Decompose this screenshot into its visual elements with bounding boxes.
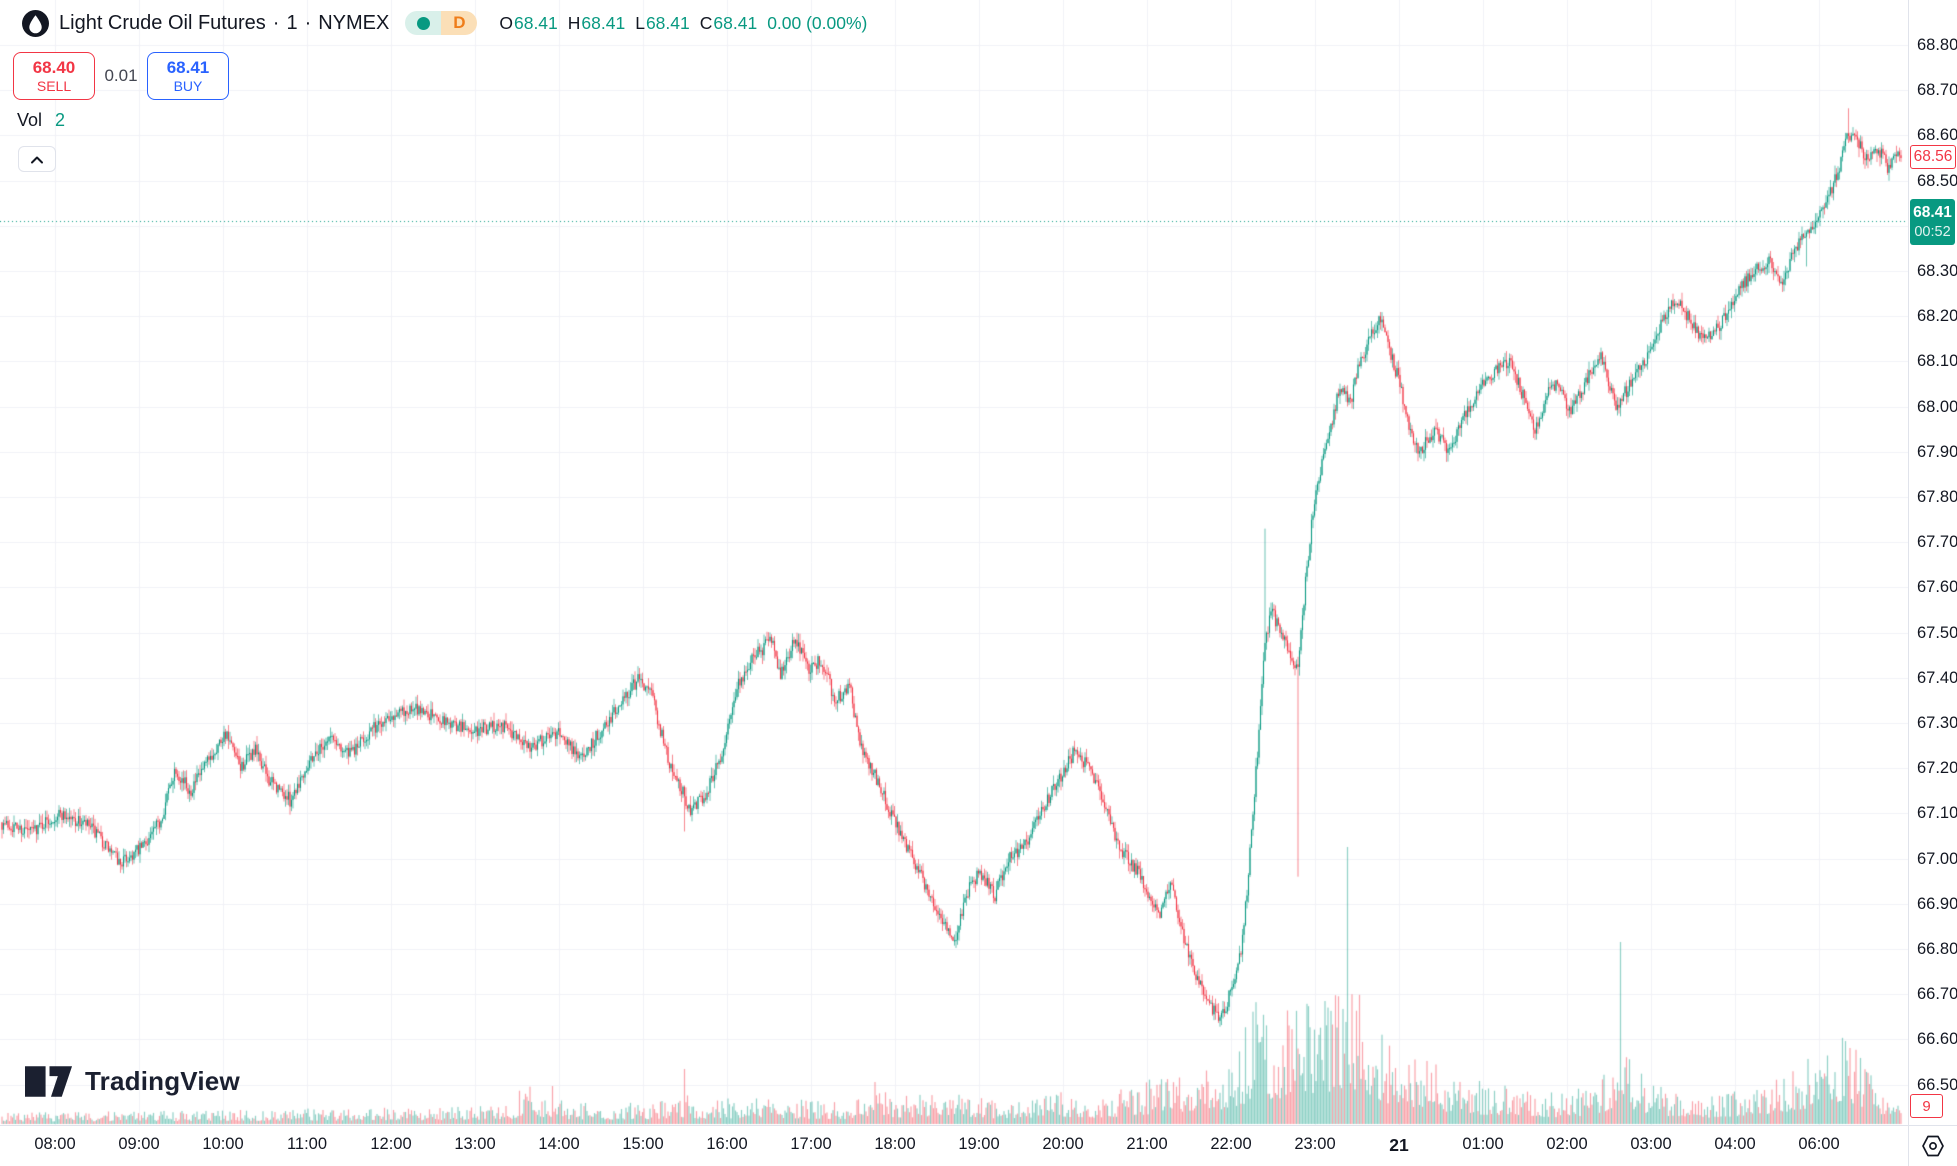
candlestick-chart-canvas[interactable] bbox=[0, 0, 1908, 1125]
symbol-title[interactable]: Light Crude Oil Futures · 1 · NYMEX bbox=[59, 11, 390, 34]
price-tick-label: 68.80 bbox=[1917, 36, 1957, 54]
price-tick-label: 67.10 bbox=[1917, 804, 1957, 823]
current-price-badge: 68.41 00:52 bbox=[1910, 199, 1955, 245]
volume-indicator-row: Vol 2 bbox=[17, 110, 65, 131]
price-tick-label: 66.70 bbox=[1917, 985, 1957, 1004]
time-axis[interactable]: 08:00 09:00 10:00 11:00 12:00 13:00 14:00 15:00… bbox=[0, 1125, 1908, 1166]
price-tick-label: 66.50 bbox=[1917, 1075, 1957, 1094]
oil-drop-icon bbox=[22, 9, 49, 37]
time-tick-label: 15:00 bbox=[622, 1135, 664, 1153]
buy-button[interactable]: 68.41 BUY bbox=[147, 52, 229, 100]
price-tick-label: 68.30 bbox=[1917, 262, 1957, 280]
price-tick-label: 67.30 bbox=[1917, 714, 1957, 732]
time-tick-label: 11:00 bbox=[286, 1135, 328, 1153]
price-tick-label: 67.40 bbox=[1917, 668, 1957, 687]
price-tick-label: 68.70 bbox=[1917, 81, 1957, 100]
price-axis[interactable]: 68.56 68.41 00:52 9 68.80 68.70 68.60 68.50… bbox=[1908, 0, 1957, 1125]
time-tick-label: 23:00 bbox=[1294, 1135, 1336, 1153]
time-tick-label: 21 bbox=[1389, 1135, 1409, 1155]
price-tick-label: 68.60 bbox=[1917, 126, 1957, 145]
time-tick-label: 08:00 bbox=[34, 1135, 76, 1153]
time-tick-label: 17:00 bbox=[790, 1135, 832, 1153]
trade-panel: 68.40 SELL 0.01 68.41 BUY bbox=[13, 52, 229, 100]
time-tick-label: 09:00 bbox=[118, 1135, 160, 1153]
collapse-panel-button[interactable] bbox=[18, 146, 56, 172]
price-tick-label: 67.50 bbox=[1917, 623, 1957, 642]
spread-value: 0.01 bbox=[104, 66, 138, 85]
axis-corner bbox=[1908, 1125, 1957, 1166]
delayed-data-badge: D bbox=[441, 11, 478, 35]
time-tick-label: 12:00 bbox=[370, 1135, 412, 1153]
tradingview-logo-icon bbox=[25, 1066, 73, 1097]
time-tick-label: 19:00 bbox=[958, 1135, 1000, 1153]
price-tick-label: 66.90 bbox=[1917, 894, 1957, 913]
price-tick-label: 67.70 bbox=[1917, 533, 1957, 552]
tradingview-watermark[interactable]: TradingView bbox=[25, 1066, 240, 1097]
time-tick-label: 22:00 bbox=[1210, 1135, 1252, 1153]
price-tick-label: 67.80 bbox=[1917, 488, 1957, 506]
bar-countdown: 00:52 bbox=[1914, 224, 1951, 240]
green-dot-icon bbox=[416, 16, 430, 30]
last-price-label: 68.56 bbox=[1910, 145, 1956, 169]
chart-legend: Light Crude Oil Futures · 1 · NYMEX D O68.41… bbox=[22, 8, 867, 38]
time-tick-label: 06:00 bbox=[1798, 1135, 1840, 1153]
time-tick-label: 04:00 bbox=[1714, 1135, 1756, 1153]
time-tick-label: 10:00 bbox=[202, 1135, 244, 1153]
time-tick-label: 18:00 bbox=[874, 1135, 916, 1153]
time-tick-label: 16:00 bbox=[706, 1135, 748, 1153]
price-tick-label: 68.10 bbox=[1917, 352, 1957, 371]
price-tick-label: 66.80 bbox=[1917, 940, 1957, 958]
price-tick-label: 67.90 bbox=[1917, 442, 1957, 461]
volume-label: Vol bbox=[17, 110, 43, 130]
time-tick-label: 21:00 bbox=[1126, 1135, 1168, 1153]
ohlc-readout: O68.41 H68.41 L68.41 C68.41 0.00 (0.00%) bbox=[499, 12, 868, 33]
price-tick-label: 67.00 bbox=[1917, 849, 1957, 868]
market-status-badge[interactable]: D bbox=[405, 11, 478, 35]
change-readout: 0.00 (0.00%) bbox=[767, 12, 868, 33]
time-tick-label: 02:00 bbox=[1546, 1135, 1588, 1153]
hexagon-eye-icon[interactable] bbox=[1921, 1135, 1945, 1157]
market-open-indicator bbox=[405, 11, 442, 35]
time-tick-label: 01:00 bbox=[1462, 1135, 1504, 1153]
time-tick-label: 13:00 bbox=[454, 1135, 496, 1153]
tradingview-brand-text: TradingView bbox=[85, 1066, 240, 1096]
price-tick-label: 67.20 bbox=[1917, 759, 1957, 778]
price-tick-label: 68.50 bbox=[1917, 171, 1957, 190]
volume-value: 2 bbox=[55, 110, 66, 130]
time-tick-label: 20:00 bbox=[1042, 1135, 1084, 1153]
sell-button[interactable]: 68.40 SELL bbox=[13, 52, 95, 100]
price-tick-label: 68.20 bbox=[1917, 307, 1957, 326]
price-tick-label: 67.60 bbox=[1917, 578, 1957, 597]
time-tick-label: 14:00 bbox=[538, 1135, 580, 1153]
price-tick-label: 68.00 bbox=[1917, 397, 1957, 416]
time-tick-label: 03:00 bbox=[1630, 1135, 1672, 1153]
last-volume-label: 9 bbox=[1910, 1094, 1943, 1118]
chevron-up-icon bbox=[31, 156, 43, 163]
price-tick-label: 66.60 bbox=[1917, 1030, 1957, 1049]
